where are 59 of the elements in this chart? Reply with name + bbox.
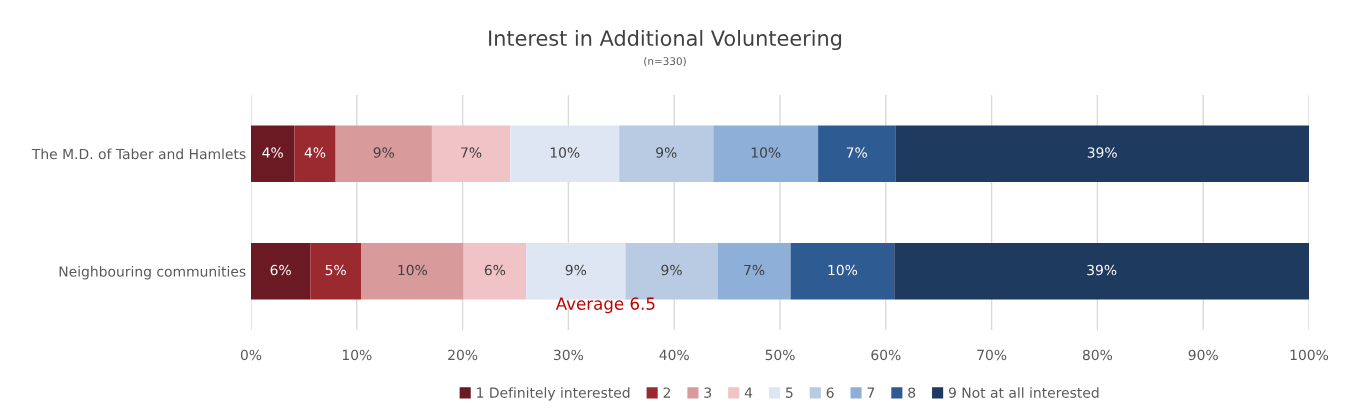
x-tick-label: 10% [342, 349, 372, 361]
bar [361, 243, 464, 300]
data-label: 9% [656, 147, 677, 158]
legend-label: 2 [663, 387, 671, 398]
bar [310, 243, 362, 300]
chart-subtitle: (n=330) [644, 56, 686, 67]
data-label: 9% [373, 147, 395, 158]
legend-label: 7 [867, 387, 875, 398]
data-label: 7% [461, 147, 482, 158]
bar [294, 125, 336, 182]
x-tick-label: 70% [977, 349, 1007, 361]
bar [790, 243, 895, 300]
bar [895, 125, 1309, 182]
bar [619, 125, 714, 182]
data-label: 10% [550, 147, 580, 158]
data-label: 10% [751, 147, 781, 158]
bar [717, 243, 791, 300]
legend-label: 6 [826, 387, 834, 398]
legend-label: 5 [785, 387, 793, 398]
x-tick-label: 100% [1290, 349, 1329, 361]
data-label: 10% [398, 264, 428, 276]
x-tick-label: 50% [765, 349, 795, 361]
bar [463, 243, 527, 300]
bar [431, 125, 511, 182]
data-label: 6% [484, 264, 506, 276]
legend-label: 9 Not at all interested [948, 387, 1099, 398]
x-tick-label: 30% [554, 349, 584, 361]
x-tick-label: 60% [871, 349, 901, 361]
data-label: 4% [304, 147, 326, 158]
data-label: 39% [1087, 264, 1117, 276]
bar [894, 243, 1309, 300]
y-tick-label: Neighbouring communities [59, 265, 246, 280]
bar [251, 243, 311, 300]
x-tick-label: 20% [448, 349, 478, 361]
bar [510, 125, 620, 182]
data-label: 6% [270, 264, 291, 276]
chart-title: Interest in Additional Volunteering [489, 29, 842, 51]
legend-label: 8 [908, 387, 916, 398]
legend-label: 1 Definitely interested [477, 387, 630, 401]
data-label: 10% [828, 264, 858, 276]
legend-label: 3 [704, 387, 712, 398]
bar [335, 125, 432, 182]
y-tick-label: The M.D. of Taber and Hamlets [31, 148, 246, 160]
bar [251, 125, 295, 182]
legend-label: 4 [744, 387, 753, 398]
bar [818, 125, 896, 182]
bar [713, 125, 819, 182]
data-label: 7% [846, 147, 867, 158]
data-label: 39% [1087, 147, 1117, 158]
data-label: 4% [262, 147, 283, 158]
x-tick-label: 40% [659, 349, 689, 361]
data-label: 9% [661, 264, 682, 276]
x-tick-label: 90% [1188, 349, 1218, 361]
data-label: 7% [744, 264, 765, 276]
x-tick-label: 0% [240, 349, 262, 361]
x-tick-label: 80% [1082, 349, 1113, 361]
data-label: 5% [325, 264, 346, 276]
data-label: 9% [565, 264, 587, 276]
annotation: Average 6.5 [555, 297, 655, 314]
